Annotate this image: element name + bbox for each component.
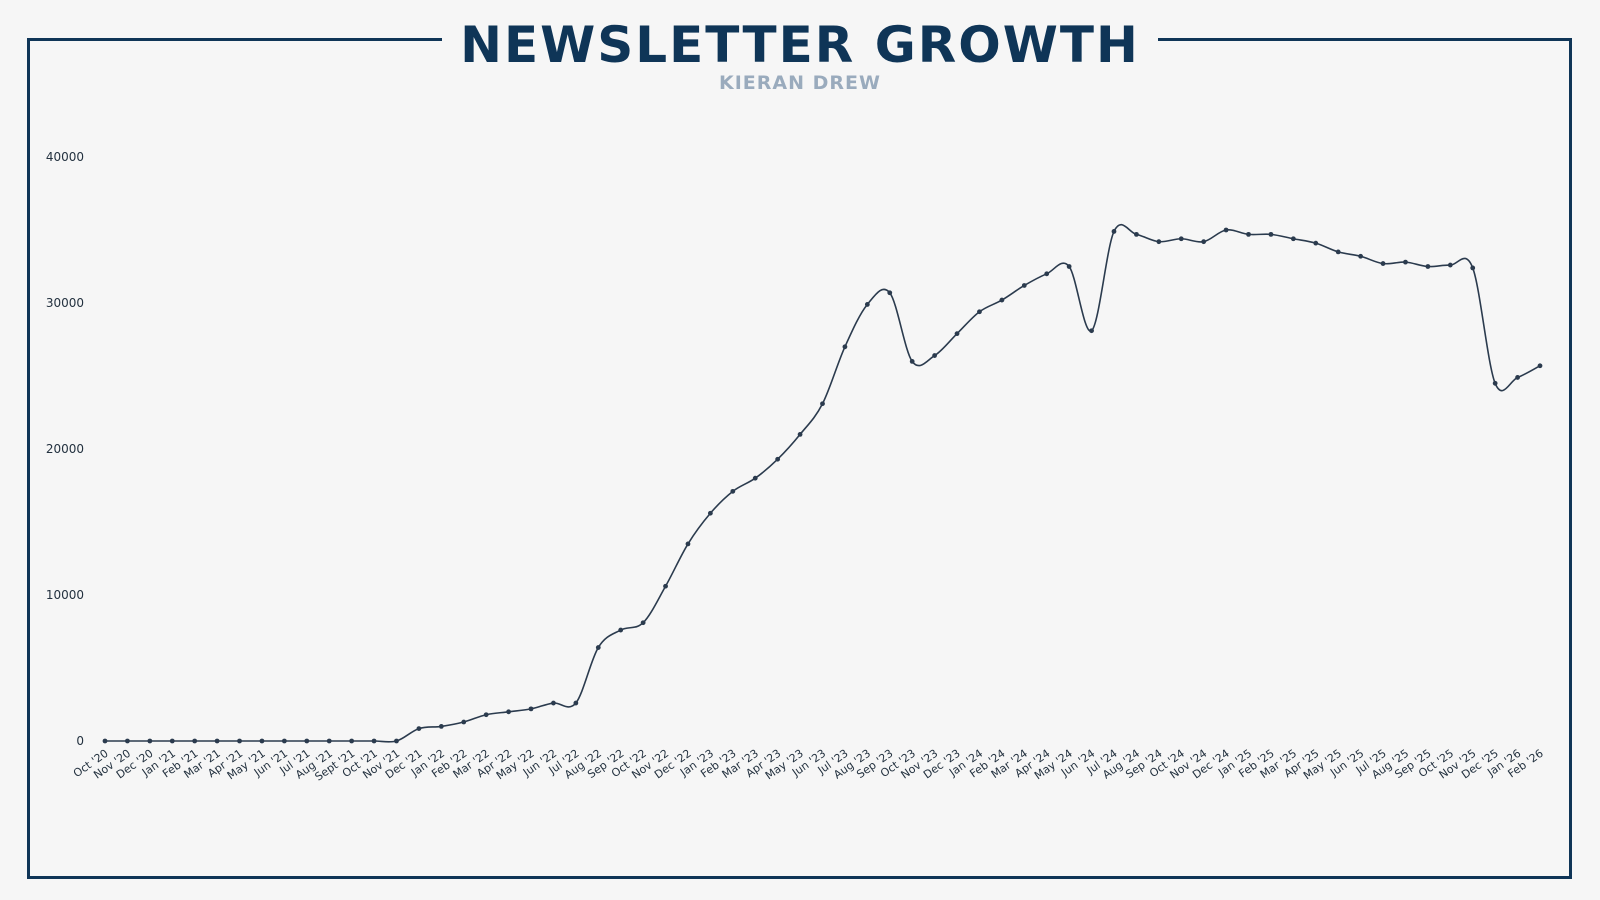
data-point <box>281 738 287 744</box>
data-point <box>1021 283 1027 288</box>
data-point <box>685 541 691 547</box>
data-point <box>192 738 198 744</box>
data-point <box>1537 363 1543 369</box>
data-point <box>1358 253 1364 259</box>
y-tick-label: 40000 <box>46 150 84 164</box>
y-tick-label: 0 <box>76 734 84 748</box>
data-point <box>1066 264 1072 269</box>
data-point <box>797 432 803 437</box>
data-point <box>752 475 758 481</box>
data-point <box>1223 227 1229 233</box>
data-point <box>1246 231 1251 237</box>
data-point <box>102 738 108 744</box>
data-point <box>1335 249 1341 255</box>
data-point <box>1380 261 1386 266</box>
data-point <box>909 359 915 364</box>
data-point <box>1268 231 1274 237</box>
y-tick-label: 20000 <box>46 442 84 456</box>
data-point <box>618 627 624 633</box>
chart-subtitle: KIERAN DREW <box>719 72 881 94</box>
data-point <box>461 719 467 725</box>
data-point <box>1425 264 1431 269</box>
data-point <box>1134 231 1139 237</box>
data-point <box>573 700 579 706</box>
data-point <box>371 738 377 744</box>
data-point <box>394 738 399 744</box>
data-point <box>349 738 355 744</box>
data-point <box>775 456 781 462</box>
data-points <box>102 227 1543 744</box>
data-point <box>595 645 601 650</box>
data-point <box>147 738 153 744</box>
data-point <box>551 700 556 706</box>
data-point <box>237 738 242 744</box>
data-point <box>707 510 713 516</box>
y-axis: 0 10000 20000 30000 40000 <box>46 150 84 748</box>
data-point <box>1313 240 1319 246</box>
data-point <box>1201 239 1207 245</box>
data-point <box>483 712 489 718</box>
data-point <box>304 738 310 744</box>
data-point <box>259 738 265 744</box>
data-point <box>864 302 870 307</box>
data-point <box>820 401 825 407</box>
data-point <box>506 709 511 715</box>
data-point <box>932 353 938 358</box>
data-point <box>999 297 1005 303</box>
data-point <box>1470 265 1476 271</box>
data-point <box>1515 375 1520 380</box>
y-tick-label: 30000 <box>46 296 84 310</box>
data-point <box>1447 262 1453 268</box>
data-point <box>1156 239 1162 245</box>
data-point <box>1403 259 1408 265</box>
data-point <box>169 738 175 744</box>
data-point <box>954 331 960 337</box>
data-point <box>438 724 444 729</box>
series-line <box>105 224 1541 743</box>
data-point <box>125 738 130 744</box>
data-point <box>1089 328 1094 334</box>
data-point <box>326 738 332 744</box>
data-point <box>528 706 534 712</box>
data-point <box>887 290 893 296</box>
data-point <box>1111 229 1117 234</box>
data-point <box>1178 236 1184 242</box>
y-tick-label: 10000 <box>46 588 84 602</box>
data-point <box>640 620 646 626</box>
data-point <box>977 309 982 315</box>
data-point <box>663 583 668 589</box>
data-point <box>730 488 736 494</box>
data-point <box>1492 380 1498 386</box>
data-point <box>214 738 220 744</box>
data-point <box>1290 236 1296 242</box>
data-point <box>416 726 422 731</box>
data-point <box>1044 271 1050 277</box>
data-point <box>842 344 848 350</box>
